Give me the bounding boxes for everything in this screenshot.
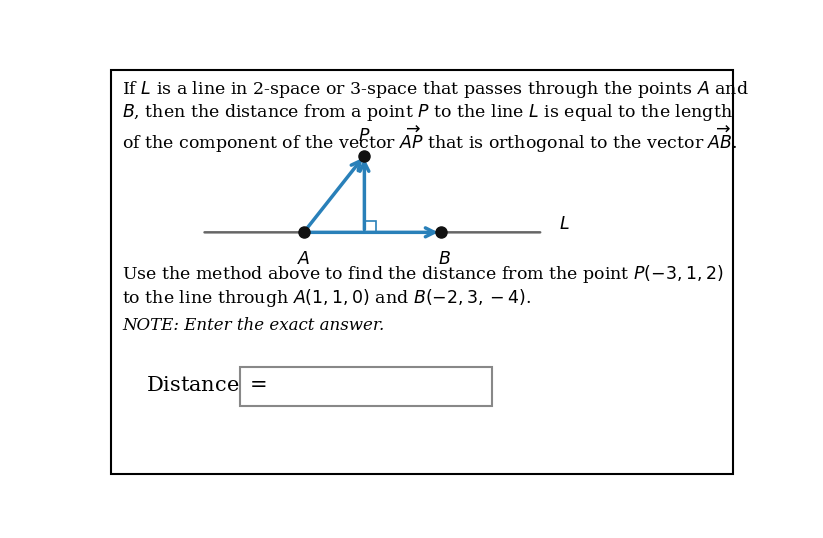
Text: of the component of the vector $\overrightarrow{AP}$ that is orthogonal to the v: of the component of the vector $\overrig… [122, 125, 737, 155]
Text: If $L$ is a line in 2-space or 3-space that passes through the points $A$ and: If $L$ is a line in 2-space or 3-space t… [122, 79, 749, 100]
Text: $L$: $L$ [559, 216, 570, 232]
Text: NOTE: Enter the exact answer.: NOTE: Enter the exact answer. [122, 317, 384, 334]
Text: Distance $=$: Distance $=$ [146, 376, 267, 395]
Text: $B$, then the distance from a point $P$ to the line $L$ is equal to the length: $B$, then the distance from a point $P$ … [122, 102, 732, 123]
Text: Use the method above to find the distance from the point $P(-3, 1, 2)$: Use the method above to find the distanc… [122, 264, 723, 285]
Text: $A$: $A$ [297, 251, 310, 268]
Text: $B$: $B$ [438, 251, 450, 268]
Text: $P$: $P$ [358, 129, 370, 145]
Bar [240, 367, 492, 406]
Bar [365, 221, 376, 232]
Text: to the line through $A(1, 1, 0)$ and $B(-2, 3, -4)$.: to the line through $A(1, 1, 0)$ and $B(… [122, 287, 532, 309]
